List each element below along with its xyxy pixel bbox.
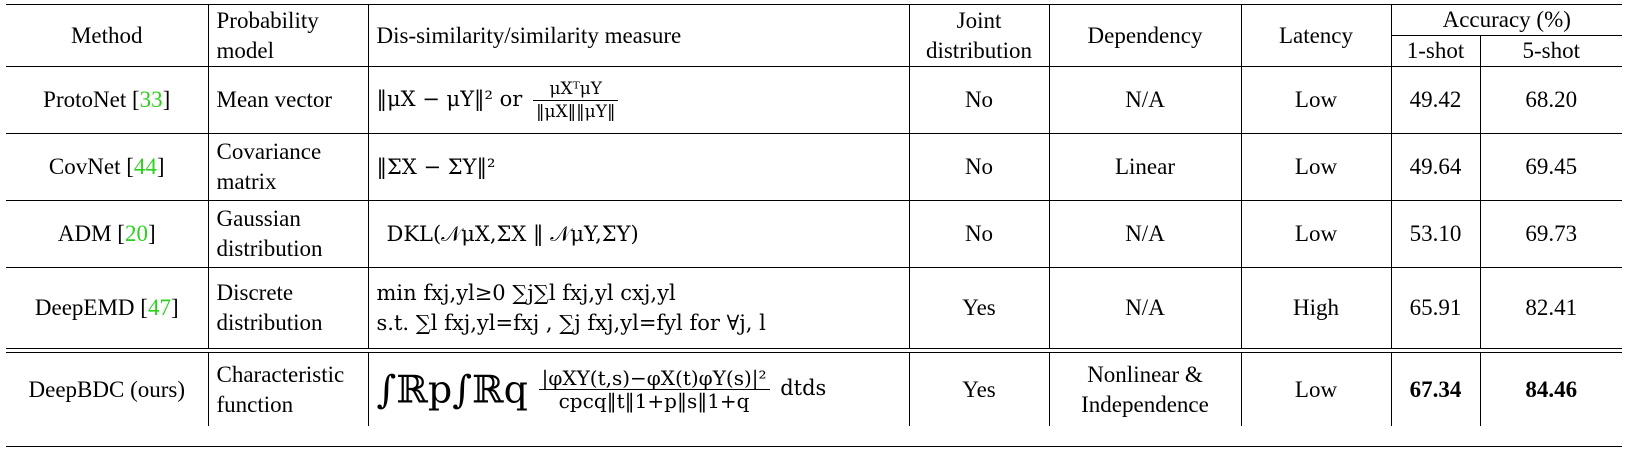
header-accuracy: Accuracy (%) xyxy=(1391,5,1622,36)
formula-protonet: ‖μX − μY‖² or xyxy=(376,86,523,111)
measure-cell: DKL(𝒩μX,ΣX ‖ 𝒩μY,ΣY) xyxy=(368,200,910,268)
joint-cell: Yes xyxy=(909,267,1050,349)
model-cell: Mean vector xyxy=(208,66,369,134)
header-row-2: 1-shot 5-shot xyxy=(6,35,1622,67)
header-dependency: Dependency xyxy=(1049,5,1242,67)
accuracy-5shot-cell: 82.41 xyxy=(1525,295,1578,320)
table-row: DeepEMD [47] Discrete distribution min f… xyxy=(6,267,1622,349)
table-bottom-rule xyxy=(6,446,1622,447)
joint-cell: No xyxy=(909,66,1050,134)
accuracy-1shot-cell: 65.91 xyxy=(1391,267,1481,349)
joint-cell: Yes xyxy=(909,352,1050,426)
method-cell: DeepEMD [47] xyxy=(6,267,209,349)
header-measure: Dis-similarity/similarity measure xyxy=(368,5,910,67)
model-cell: Discrete distribution xyxy=(208,267,369,349)
comparison-table: Method Probability model Dis-similarity/… xyxy=(6,5,1622,426)
formula-fraction: μXᵀμY ‖μX‖‖μY‖ xyxy=(533,78,619,123)
header-probability-model: Probability model xyxy=(208,5,369,67)
measure-cell: ∫ℝp∫ℝq |φXY(t,s)−φX(t)φY(s)|² cpcq‖t‖1+p‖… xyxy=(368,352,910,426)
method-cell: ProtoNet [33] xyxy=(6,66,209,134)
header-5shot: 5-shot xyxy=(1480,35,1622,67)
joint-cell: No xyxy=(909,200,1050,268)
formula-deepemd-objective: min fxj,yl≥0 ∑j∑l fxj,yl cxj,yl xyxy=(376,281,676,305)
dependency-cell: N/A xyxy=(1049,66,1242,134)
citation-link[interactable]: 20 xyxy=(124,221,148,246)
measure-cell: ‖ΣX − ΣY‖² xyxy=(368,133,910,201)
joint-cell: No xyxy=(909,133,1050,201)
accuracy-1shot-cell: 49.64 xyxy=(1391,133,1481,201)
accuracy-1shot-cell: 67.34 xyxy=(1391,352,1481,426)
accuracy-5shot-cell: 68.20 xyxy=(1480,66,1622,134)
header-latency: Latency xyxy=(1241,5,1392,67)
method-cell: CovNet [44] xyxy=(6,133,209,201)
formula-differentials: dtds xyxy=(780,376,827,400)
latency-cell: Low xyxy=(1241,200,1392,268)
latency-cell: Low xyxy=(1241,133,1392,201)
table-row: ProtoNet [33] Mean vector ‖μX − μY‖² or … xyxy=(6,66,1622,134)
measure-cell: ‖μX − μY‖² or μXᵀμY ‖μX‖‖μY‖ xyxy=(368,66,910,134)
table-top-rule xyxy=(6,4,1622,5)
citation-link[interactable]: 33 xyxy=(139,87,163,112)
double-rule-separator xyxy=(6,348,1622,353)
measure-cell: min fxj,yl≥0 ∑j∑l fxj,yl cxj,yl s.t. ∑l … xyxy=(368,267,910,349)
latency-cell: Low xyxy=(1241,66,1392,134)
table-row: ADM [20] Gaussian distribution DKL(𝒩μX,Σ… xyxy=(6,200,1622,268)
dependency-cell: Linear xyxy=(1049,133,1242,201)
formula-integrals: ∫ℝp∫ℝq xyxy=(376,367,528,412)
table-row: CovNet [44] Covariance matrix ‖ΣX − ΣY‖²… xyxy=(6,133,1622,201)
header-1shot: 1-shot xyxy=(1391,35,1481,67)
accuracy-1shot-cell: 49.42 xyxy=(1391,66,1481,134)
accuracy-5shot-cell: 69.73 xyxy=(1480,200,1622,268)
dependency-cell: N/A xyxy=(1049,200,1242,268)
formula-fraction: |φXY(t,s)−φX(t)φY(s)|² cpcq‖t‖1+p‖s‖1+q xyxy=(538,367,770,412)
model-cell: Gaussian distribution xyxy=(208,200,369,268)
accuracy-5shot-cell: 84.46 xyxy=(1525,376,1578,402)
formula-deepemd-constraint: s.t. ∑l fxj,yl=fxj , ∑j fxj,yl=fyl for ∀… xyxy=(376,311,766,335)
method-cell: ADM [20] xyxy=(6,200,209,268)
formula-adm: DKL(𝒩μX,ΣX ‖ 𝒩μY,ΣY) xyxy=(386,222,639,246)
accuracy-1shot-cell: 53.10 xyxy=(1391,200,1481,268)
table-row: DeepBDC (ours) Characteristic function ∫… xyxy=(6,352,1622,426)
dependency-cell: Nonlinear & Independence xyxy=(1049,352,1242,426)
accuracy-5shot-cell: 69.45 xyxy=(1480,133,1622,201)
dependency-cell: N/A xyxy=(1049,267,1242,349)
header-method: Method xyxy=(6,5,209,67)
latency-cell: Low xyxy=(1241,352,1392,426)
citation-link[interactable]: 47 xyxy=(147,295,171,320)
header-joint: Joint distribution xyxy=(909,5,1050,67)
model-cell: Covariance matrix xyxy=(208,133,369,201)
method-cell: DeepBDC (ours) xyxy=(6,352,209,426)
header-row-1: Method Probability model Dis-similarity/… xyxy=(6,5,1622,67)
citation-link[interactable]: 44 xyxy=(133,154,157,179)
formula-covnet: ‖ΣX − ΣY‖² xyxy=(376,155,496,179)
model-cell: Characteristic function xyxy=(208,352,369,426)
latency-cell: High xyxy=(1241,267,1392,349)
